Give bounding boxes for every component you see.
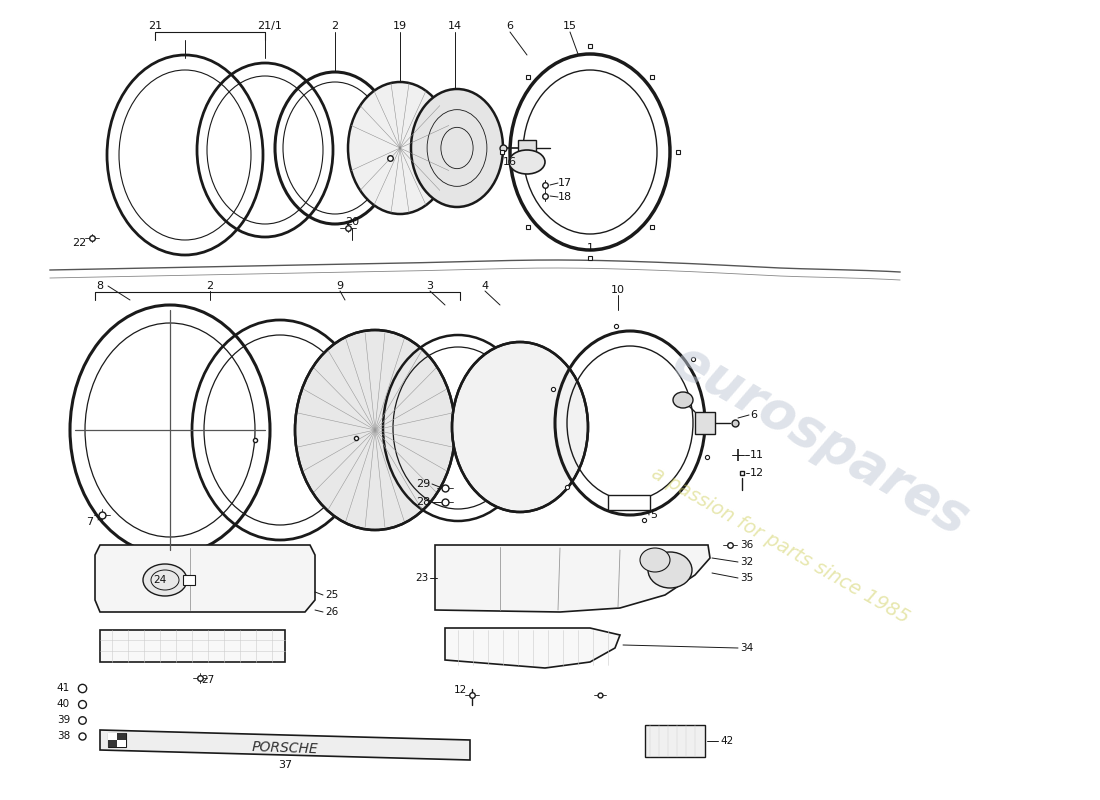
Text: 8: 8 bbox=[97, 281, 103, 291]
Text: 39: 39 bbox=[57, 715, 70, 725]
Text: 6: 6 bbox=[506, 21, 514, 31]
Ellipse shape bbox=[295, 330, 455, 530]
Bar bbox=[117, 733, 126, 740]
Text: 15: 15 bbox=[563, 21, 578, 31]
Ellipse shape bbox=[452, 342, 588, 512]
Ellipse shape bbox=[143, 564, 187, 596]
Text: 29: 29 bbox=[416, 479, 430, 489]
Ellipse shape bbox=[648, 552, 692, 588]
Text: 11: 11 bbox=[750, 450, 764, 460]
Text: 19: 19 bbox=[393, 21, 407, 31]
Text: 23: 23 bbox=[415, 573, 428, 583]
Text: 27: 27 bbox=[201, 675, 214, 685]
Text: 25: 25 bbox=[324, 590, 339, 600]
Bar bbox=[518, 140, 536, 156]
Bar bbox=[108, 733, 126, 747]
Text: 21/1: 21/1 bbox=[257, 21, 283, 31]
Text: 7: 7 bbox=[87, 517, 94, 527]
Bar bbox=[108, 733, 117, 740]
Ellipse shape bbox=[673, 392, 693, 408]
Text: 2: 2 bbox=[331, 21, 339, 31]
Bar bbox=[645, 725, 705, 757]
Text: 18: 18 bbox=[558, 192, 572, 202]
Text: 16: 16 bbox=[503, 157, 517, 167]
Text: 1: 1 bbox=[586, 243, 594, 253]
Text: 2: 2 bbox=[207, 281, 213, 291]
Text: 9: 9 bbox=[337, 281, 343, 291]
Ellipse shape bbox=[411, 89, 503, 207]
Text: 20: 20 bbox=[345, 217, 359, 227]
Bar bbox=[108, 740, 117, 747]
Polygon shape bbox=[100, 630, 285, 662]
Text: 12: 12 bbox=[750, 468, 764, 478]
Text: 41: 41 bbox=[57, 683, 70, 693]
Text: 22: 22 bbox=[72, 238, 86, 248]
Text: 6: 6 bbox=[750, 410, 757, 420]
Text: 32: 32 bbox=[740, 557, 754, 567]
Text: eurospares: eurospares bbox=[662, 334, 978, 546]
Text: 24: 24 bbox=[153, 575, 166, 585]
Text: 42: 42 bbox=[720, 736, 734, 746]
Text: 21: 21 bbox=[147, 21, 162, 31]
Bar bbox=[117, 740, 126, 747]
Text: 3: 3 bbox=[427, 281, 433, 291]
Ellipse shape bbox=[509, 150, 544, 174]
Text: 12: 12 bbox=[453, 685, 466, 695]
Text: 5: 5 bbox=[650, 510, 657, 520]
Bar bbox=[695, 412, 715, 434]
Polygon shape bbox=[434, 545, 710, 612]
Text: 35: 35 bbox=[740, 573, 754, 583]
Text: a passion for parts since 1985: a passion for parts since 1985 bbox=[648, 463, 912, 627]
Text: 34: 34 bbox=[740, 643, 754, 653]
Text: 26: 26 bbox=[324, 607, 339, 617]
Text: 14: 14 bbox=[448, 21, 462, 31]
Ellipse shape bbox=[348, 82, 452, 214]
Text: 36: 36 bbox=[740, 540, 754, 550]
Polygon shape bbox=[608, 495, 650, 510]
Text: PORSCHE: PORSCHE bbox=[252, 740, 319, 756]
Text: 28: 28 bbox=[416, 497, 430, 507]
Bar bbox=[183, 575, 195, 585]
Text: 4: 4 bbox=[482, 281, 488, 291]
Text: 17: 17 bbox=[558, 178, 572, 188]
Text: 10: 10 bbox=[610, 285, 625, 295]
Text: 38: 38 bbox=[57, 731, 70, 741]
Text: 37: 37 bbox=[278, 760, 293, 770]
Polygon shape bbox=[100, 730, 470, 760]
Ellipse shape bbox=[640, 548, 670, 572]
Polygon shape bbox=[446, 628, 620, 668]
Polygon shape bbox=[95, 545, 315, 612]
Text: 40: 40 bbox=[57, 699, 70, 709]
